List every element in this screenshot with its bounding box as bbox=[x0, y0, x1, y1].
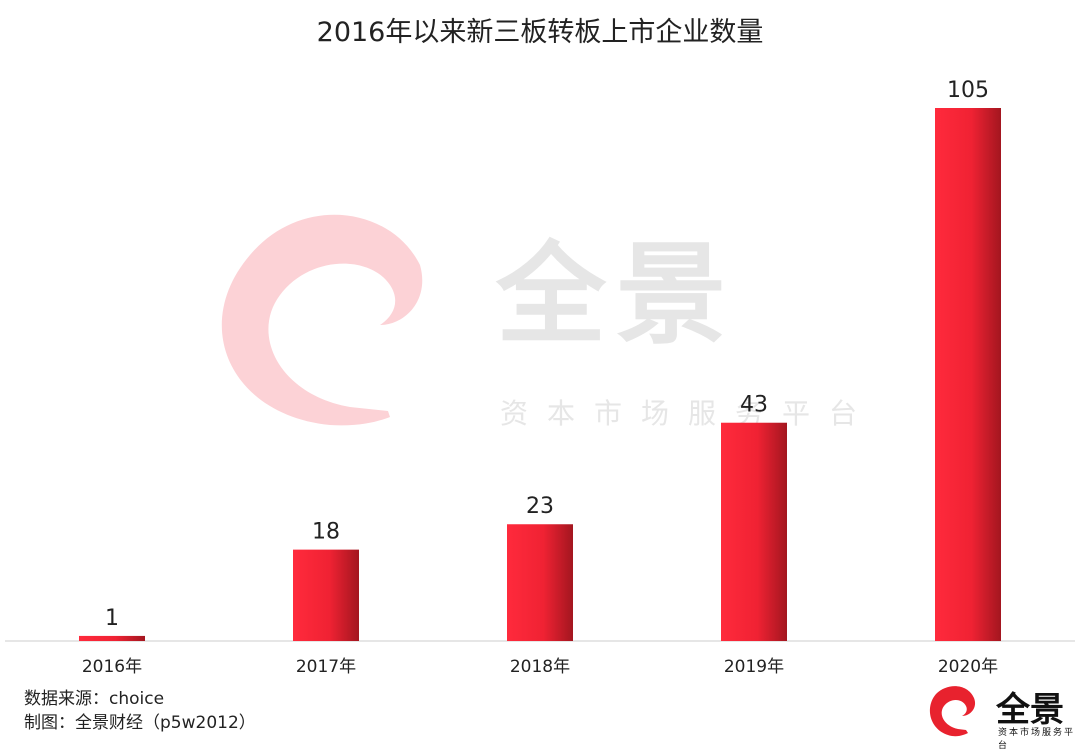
bar-2017年 bbox=[293, 549, 359, 641]
watermark-text: 全景 bbox=[496, 231, 736, 359]
source-note: 数据来源：choice 制图：全景财经（p5w2012） bbox=[24, 687, 256, 735]
bar-2018年 bbox=[507, 524, 573, 641]
data-label-2018年: 23 bbox=[526, 494, 554, 519]
data-label-2017年: 18 bbox=[312, 520, 340, 545]
chart-title: 2016年以来新三板转板上市企业数量 bbox=[316, 17, 764, 48]
x-tick-label-2017年: 2017年 bbox=[296, 657, 356, 677]
bar-2019年 bbox=[721, 422, 787, 641]
brand-logo-subtitle: 资本市场服务平台 bbox=[998, 728, 1076, 751]
x-tick-label-2016年: 2016年 bbox=[82, 657, 142, 677]
bar-2020年 bbox=[935, 108, 1001, 641]
brand-logo-text: 全景 bbox=[996, 690, 1064, 730]
x-tick-label-2019年: 2019年 bbox=[724, 657, 784, 677]
watermark-subtitle: 资本市场服务平台 bbox=[500, 397, 877, 430]
data-label-2019年: 43 bbox=[740, 393, 768, 418]
bar-2016年 bbox=[79, 635, 145, 641]
source-line-credit: 制图：全景财经（p5w2012） bbox=[24, 713, 256, 733]
data-label-2020年: 105 bbox=[947, 78, 989, 103]
source-line-data: 数据来源：choice bbox=[24, 689, 165, 709]
x-tick-label-2018年: 2018年 bbox=[510, 657, 570, 677]
data-label-2016年: 1 bbox=[105, 606, 119, 631]
x-tick-label-2020年: 2020年 bbox=[938, 657, 998, 677]
brand-logo-icon bbox=[929, 686, 976, 737]
